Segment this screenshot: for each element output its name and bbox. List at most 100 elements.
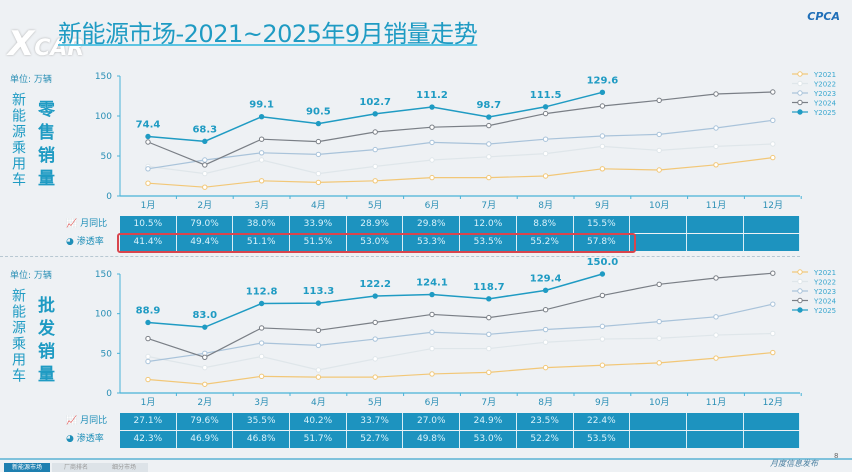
- table-cell-yoy: 79.0%: [176, 216, 234, 233]
- data-label: 129.6: [587, 75, 619, 86]
- table-cell-yoy: [630, 216, 687, 233]
- data-point-Y2024: [145, 139, 151, 145]
- data-point-Y2022: [258, 157, 265, 163]
- data-point-Y2023: [202, 157, 208, 163]
- x-tick-label: 11月: [706, 200, 726, 211]
- legend-label: Y2025: [813, 307, 836, 315]
- page-title: 新能源市场-2021~2025年9月销量走势: [58, 20, 478, 48]
- data-point-Y2023: [486, 141, 492, 147]
- data-label: 122.2: [359, 279, 391, 290]
- data-point-Y2022: [713, 143, 719, 150]
- legend-label: Y2023: [813, 90, 836, 98]
- table-cell-penetration: 41.4%: [120, 234, 177, 251]
- data-point-Y2021: [713, 355, 719, 361]
- data-point-Y2024: [315, 138, 322, 145]
- series-line-Y2021: [147, 351, 773, 385]
- footer-tab-segment[interactable]: 细分市场: [100, 463, 148, 472]
- data-point-Y2021: [486, 369, 492, 376]
- data-point-Y2022: [486, 345, 492, 352]
- table-cell-yoy: [743, 216, 801, 233]
- table-cell-penetration: 42.3%: [120, 431, 177, 448]
- wholesale-yoy-row: 27.1% 79.6% 35.5% 40.2% 33.7% 27.0% 24.9% 23.5%…: [120, 413, 801, 430]
- retail-penetration-row: 41.4% 49.4% 51.1% 51.5% 53.0% 53.3% 53.5% 55.2%…: [120, 234, 801, 251]
- y-tick-label: 150: [95, 72, 112, 82]
- table-cell-penetration: [743, 234, 801, 251]
- table-cell-yoy: 35.5%: [233, 413, 291, 430]
- table-cell-penetration: 53.0%: [346, 234, 404, 251]
- data-point-Y2021: [429, 371, 435, 377]
- data-point-Y2023: [770, 117, 776, 124]
- series-line-Y2021: [147, 157, 773, 188]
- data-point-Y2022: [599, 143, 606, 150]
- data-label: 68.3: [192, 124, 217, 135]
- data-point-Y2023: [656, 131, 662, 138]
- data-point-Y2022: [372, 163, 378, 170]
- table-cell-yoy: 12.0%: [460, 216, 517, 233]
- side-label-wholesale: 新能源乘用车: [10, 288, 26, 384]
- footer-tab-maker[interactable]: 厂商排名: [52, 463, 100, 472]
- data-label: 124.1: [416, 278, 448, 289]
- data-point-Y2023: [258, 150, 265, 156]
- legend-label: Y2025: [813, 109, 836, 117]
- data-point-Y2023: [713, 314, 719, 320]
- series-line-Y2022: [147, 143, 773, 175]
- data-point-Y2024: [713, 91, 719, 97]
- data-point-Y2023: [486, 331, 492, 337]
- data-point-Y2023: [656, 318, 662, 325]
- data-point-Y2025: [429, 104, 435, 110]
- data-label: 90.5: [306, 107, 331, 118]
- data-point-Y2024: [258, 325, 265, 331]
- unit-label-retail: 单位: 万辆: [10, 75, 52, 85]
- data-point-Y2025: [429, 291, 435, 298]
- x-tick-label: 2月: [197, 397, 212, 408]
- data-point-Y2024: [599, 292, 606, 299]
- data-point-Y2021: [599, 362, 606, 368]
- table-cell-yoy: 29.8%: [403, 216, 461, 233]
- footer-tab-nev[interactable]: 新能源市场: [4, 463, 50, 472]
- table-cell-penetration: [630, 431, 687, 448]
- x-tick-label: 1月: [141, 397, 156, 408]
- data-point-Y2022: [486, 154, 492, 160]
- penetration-label-wholesale: ◕ 渗透率: [66, 434, 104, 444]
- page-number: 8: [834, 452, 839, 460]
- yoy-label-wholesale: 📈 月同比: [66, 416, 108, 426]
- chart-title-retail: 零售销量: [34, 100, 54, 192]
- x-tick-label: 4月: [311, 200, 326, 211]
- yoy-label-text: 月同比: [80, 416, 108, 426]
- series-line-Y2023: [147, 119, 773, 170]
- legend-marker-Y2025: [797, 307, 803, 313]
- data-point-Y2024: [486, 122, 492, 129]
- table-cell-penetration: 53.5%: [573, 431, 631, 448]
- table-cell-yoy: 10.5%: [120, 216, 177, 233]
- table-cell-penetration: 51.5%: [290, 234, 347, 251]
- x-tick-label: 3月: [254, 200, 269, 211]
- data-point-Y2025: [372, 111, 378, 117]
- data-point-Y2024: [542, 307, 549, 313]
- table-cell-penetration: 53.3%: [403, 234, 461, 251]
- data-point-Y2022: [770, 330, 776, 337]
- data-point-Y2021: [315, 179, 322, 186]
- data-label: 88.9: [136, 305, 161, 316]
- divider: [0, 256, 800, 257]
- table-cell-penetration: 52.2%: [516, 431, 574, 448]
- y-tick-label: 0: [106, 192, 112, 202]
- data-point-Y2024: [429, 124, 435, 130]
- table-cell-yoy: [686, 413, 744, 430]
- data-point-Y2023: [713, 125, 719, 131]
- data-point-Y2024: [713, 275, 719, 281]
- data-point-Y2022: [656, 147, 662, 154]
- x-tick-label: 9月: [595, 200, 610, 211]
- penetration-label-text: 渗透率: [76, 237, 104, 247]
- penetration-label-text: 渗透率: [76, 434, 104, 444]
- data-label: 99.1: [249, 100, 274, 111]
- data-point-Y2023: [542, 326, 549, 333]
- data-point-Y2025: [145, 319, 151, 326]
- data-label: 111.2: [416, 90, 448, 101]
- legend-label: Y2021: [813, 269, 836, 277]
- data-label: 74.4: [136, 119, 161, 130]
- yoy-label-text: 月同比: [80, 219, 108, 229]
- data-point-Y2021: [258, 373, 265, 380]
- data-point-Y2022: [429, 157, 435, 163]
- data-point-Y2024: [770, 270, 776, 276]
